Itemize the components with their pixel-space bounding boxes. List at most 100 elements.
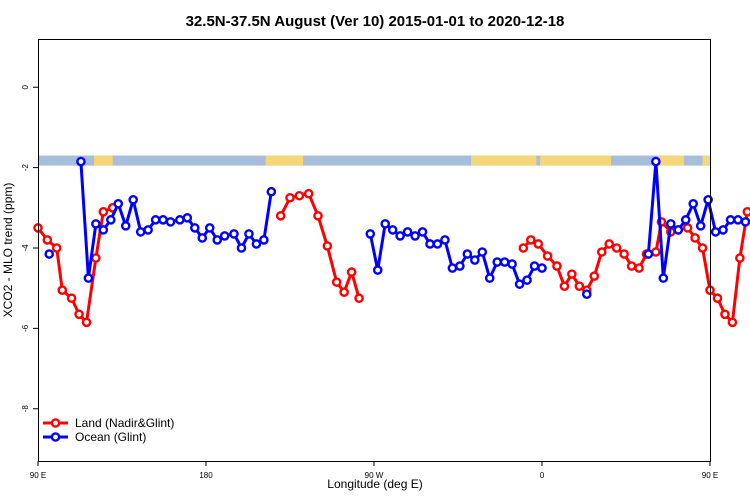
x-tick-label: 90 E xyxy=(702,471,718,480)
data-point xyxy=(455,261,465,271)
data-point xyxy=(499,257,510,267)
y-tick-label: -8 xyxy=(21,405,30,413)
data-point xyxy=(589,271,600,281)
data-point xyxy=(725,215,736,225)
data-point xyxy=(372,265,383,275)
legend-item: Ocean (Glint) xyxy=(43,430,146,444)
data-point xyxy=(542,251,553,261)
data-point xyxy=(74,309,84,320)
data-point xyxy=(582,289,592,300)
data-point xyxy=(682,223,693,233)
data-point xyxy=(189,223,200,233)
data-point xyxy=(303,188,314,199)
x-tick-label: 90 E xyxy=(30,471,46,480)
data-point xyxy=(690,233,700,243)
data-point xyxy=(537,263,547,273)
data-point xyxy=(266,186,277,197)
data-point xyxy=(83,273,94,283)
x-tick-label: 0 xyxy=(540,471,545,480)
x-tick-label: 90 W xyxy=(365,471,384,480)
data-point xyxy=(695,221,706,231)
data-point xyxy=(275,211,286,221)
data-point xyxy=(91,253,101,263)
data-point xyxy=(619,249,629,259)
data-point xyxy=(380,219,391,229)
data-point xyxy=(604,239,615,249)
data-point xyxy=(611,243,622,253)
data-point xyxy=(354,293,364,304)
data-point xyxy=(259,235,269,245)
y-tick-label: -2 xyxy=(21,164,30,172)
data-point xyxy=(742,207,750,217)
data-point xyxy=(387,225,398,235)
data-point xyxy=(477,247,488,257)
land-band-segment xyxy=(265,155,304,166)
data-point xyxy=(417,227,428,237)
data-point xyxy=(346,267,357,277)
data-point xyxy=(135,227,146,237)
data-point xyxy=(658,273,669,283)
data-point xyxy=(733,215,743,225)
series-0 xyxy=(33,188,750,328)
data-point xyxy=(596,247,607,257)
x-tick-label: 180 xyxy=(199,471,213,480)
data-point xyxy=(727,317,738,328)
data-point xyxy=(294,190,305,201)
x-axis-label: Longitude (deg E) xyxy=(327,477,422,491)
data-point xyxy=(197,233,208,243)
data-point xyxy=(680,215,691,225)
data-point xyxy=(673,225,684,235)
y-axis-label: XCO2 - MLO trend (ppm) xyxy=(1,183,15,318)
data-point xyxy=(410,231,420,241)
data-point xyxy=(42,235,53,245)
data-point xyxy=(106,215,116,225)
data-point xyxy=(322,241,333,251)
data-point xyxy=(559,281,570,291)
series-line xyxy=(279,192,361,299)
data-point xyxy=(395,231,405,241)
x-axis: 90 E 180 90 W 0 90 E xyxy=(30,461,718,480)
data-point xyxy=(244,229,254,239)
data-point xyxy=(522,275,532,285)
legend-label: Land (Nadir&Glint) xyxy=(75,416,174,430)
data-point xyxy=(651,156,661,167)
data-point xyxy=(552,261,562,271)
data-point xyxy=(251,239,262,249)
data-point xyxy=(143,225,153,235)
data-point xyxy=(158,215,168,225)
data-point xyxy=(44,249,55,259)
data-point xyxy=(518,243,529,253)
land-band-segment xyxy=(471,155,537,166)
data-point xyxy=(425,239,435,249)
legend-swatch-marker xyxy=(50,418,61,428)
data-point xyxy=(365,229,376,239)
data-point xyxy=(402,227,413,237)
data-point xyxy=(492,257,503,267)
data-point xyxy=(688,198,699,209)
data-point xyxy=(165,217,176,227)
data-point xyxy=(229,229,239,239)
data-point xyxy=(529,261,540,271)
data-point xyxy=(703,194,713,205)
data-point xyxy=(735,253,745,263)
data-point xyxy=(432,239,443,249)
data-point xyxy=(710,227,721,237)
data-point xyxy=(697,243,708,253)
chart-title: 32.5N-37.5N August (Ver 10) 2015-01-01 t… xyxy=(186,13,565,30)
series-1 xyxy=(44,156,750,300)
data-point xyxy=(212,235,222,245)
data-point xyxy=(447,263,458,273)
data-point xyxy=(313,211,323,221)
land-band-segment xyxy=(702,155,710,166)
data-point xyxy=(651,247,661,257)
legend: Land (Nadir&Glint)Ocean (Glint) xyxy=(43,416,174,444)
data-point xyxy=(98,207,109,217)
y-tick-label: -6 xyxy=(21,324,30,332)
data-point xyxy=(219,231,230,241)
legend-swatch-marker xyxy=(50,432,61,442)
data-point xyxy=(574,281,585,291)
legend-label: Ocean (Glint) xyxy=(75,430,146,444)
data-point xyxy=(66,293,77,304)
data-point xyxy=(740,217,750,227)
